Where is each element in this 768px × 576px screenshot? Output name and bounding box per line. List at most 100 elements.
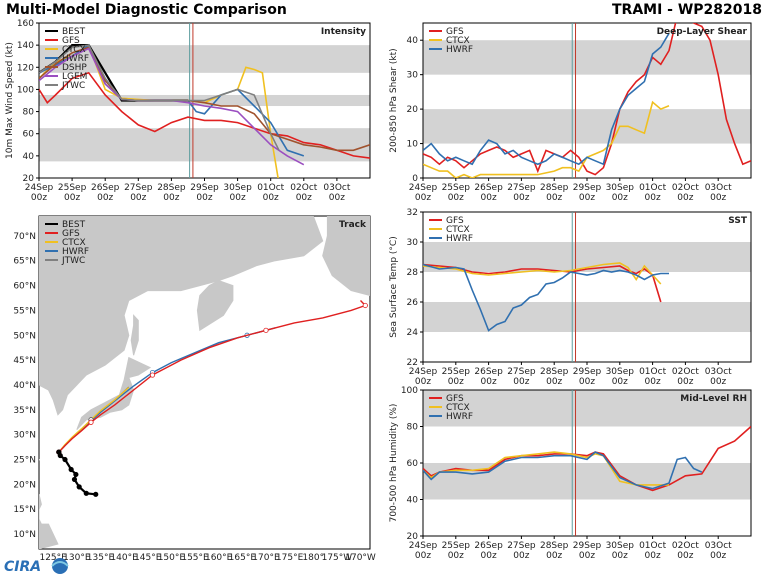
panel-title: SST [728,216,748,226]
series-line-hwrf [423,263,669,332]
legend-label-hwrf: HWRF [446,45,473,55]
x-tick-label: 02Oct [672,183,699,193]
legend-label-hwrf: HWRF [446,412,473,422]
x-tick-label: 26Sep [474,183,503,193]
track-point-best [73,471,79,478]
y-tick-label: 80 [23,108,35,118]
lat-tick-label: 15°N [13,505,36,515]
legend-label-hwrf: HWRF [62,54,89,64]
track-point-best [83,490,89,496]
x-tick-label: 28Sep [540,183,569,193]
lat-tick-label: 50°N [13,331,36,341]
x-tick-label: 30Sep [606,183,635,193]
x-tick-label: 29Sep [573,367,602,377]
x-tick-label: 00z [546,193,562,203]
legend-label-hwrf: HWRF [446,234,473,244]
y-tick-label: 26 [407,298,419,308]
shade-band [423,463,751,500]
y-axis-label: 200-850 hPa Shear (kt) [389,48,399,152]
x-tick-label: 00z [329,193,345,203]
series-line-gfs [39,71,370,159]
x-tick-label: 00z [196,193,212,203]
x-tick-label: 00z [579,551,595,561]
x-tick-label: 00z [546,551,562,561]
x-tick-label: 00z [710,551,726,561]
x-tick-label: 00z [579,377,595,387]
lon-tick-label: 150°E [158,553,186,563]
x-tick-label: 00z [481,193,497,203]
x-tick-label: 29Sep [190,183,219,193]
x-tick-label: 03Oct [705,367,732,377]
lon-tick-label: 160°E [205,553,233,563]
land-alaska [322,216,370,297]
lon-tick-label: 130°E [63,553,91,563]
x-tick-label: 00z [296,193,312,203]
track-point-gfs [149,372,156,378]
series-line-ctcx [423,262,662,285]
lat-tick-label: 70°N [13,232,36,242]
legend-label-ctcx: CTCX [446,36,470,46]
lon-tick-label: 175°W [322,553,353,563]
x-tick-label: 28Sep [540,367,569,377]
legend-label-best: BEST [62,220,86,230]
storm-name: TRAMI - WP282018 [612,2,762,18]
track-point-best [68,466,74,473]
lat-tick-label: 35°N [13,406,36,416]
x-tick-label: 27Sep [507,183,536,193]
land-philippines [39,494,59,549]
x-tick-label: 02Oct [672,367,699,377]
lon-tick-label: 165°E [229,553,257,563]
legend-label-ctcx: CTCX [446,403,470,413]
y-tick-label: 80 [407,423,419,433]
panel-track: 125°E130°E135°E140°E145°E150°E155°E160°E… [13,215,376,563]
series-line-ctcx [423,451,669,486]
lon-tick-label: 170°W [345,553,376,563]
shade-band [423,302,751,332]
series-group [39,43,370,178]
x-tick-label: 26Sep [474,541,503,551]
x-tick-label: 27Sep [507,541,536,551]
x-tick-label: 00z [677,193,693,203]
x-tick-label: 00z [612,193,628,203]
panel-intensity: 2040608010012014016024Sep00z25Sep00z26Se… [5,19,371,203]
panel-title: Intensity [321,27,366,37]
lat-tick-label: 25°N [13,456,36,466]
y-tick-label: 20 [407,105,419,115]
x-tick-label: 00z [448,193,464,203]
y-tick-label: 24 [407,328,419,338]
x-tick-label: 26Sep [474,367,503,377]
panel-title: Track [339,220,367,230]
y-tick-label: 120 [17,63,34,73]
legend-label-ctcx: CTCX [446,225,470,235]
legend-label-dshp: DSHP [62,63,87,73]
y-tick-label: 0 [412,174,418,184]
legend-label-lgem: LGEM [62,72,87,82]
track-point-gfs [362,302,368,309]
shade-band [423,40,751,75]
y-tick-label: 40 [407,496,419,506]
x-tick-label: 29Sep [573,541,602,551]
track-point-best [93,491,99,497]
x-tick-label: 02Oct [672,541,699,551]
x-tick-label: 00z [97,193,113,203]
x-tick-label: 24Sep [409,367,438,377]
x-tick-label: 24Sep [409,541,438,551]
x-tick-label: 30Sep [223,183,252,193]
x-tick-label: 24Sep [25,183,54,193]
lon-tick-label: 140°E [110,553,138,563]
series-line-ctcx [423,100,670,178]
x-tick-label: 03Oct [323,183,350,193]
y-tick-label: 140 [17,41,34,51]
series-group [423,425,751,492]
land-sakhalin [130,314,139,356]
panel-shear: 01020304024Sep00z25Sep00z26Sep00z27Sep00… [389,22,752,203]
x-tick-label: 00z [710,377,726,387]
legend-label-gfs: GFS [446,27,464,37]
y-tick-label: 32 [407,208,418,218]
x-tick-label: 00z [481,551,497,561]
lat-tick-label: 20°N [13,480,36,490]
x-tick-label: 00z [677,377,693,387]
x-tick-label: 01Oct [639,541,666,551]
land-asia [39,216,324,416]
